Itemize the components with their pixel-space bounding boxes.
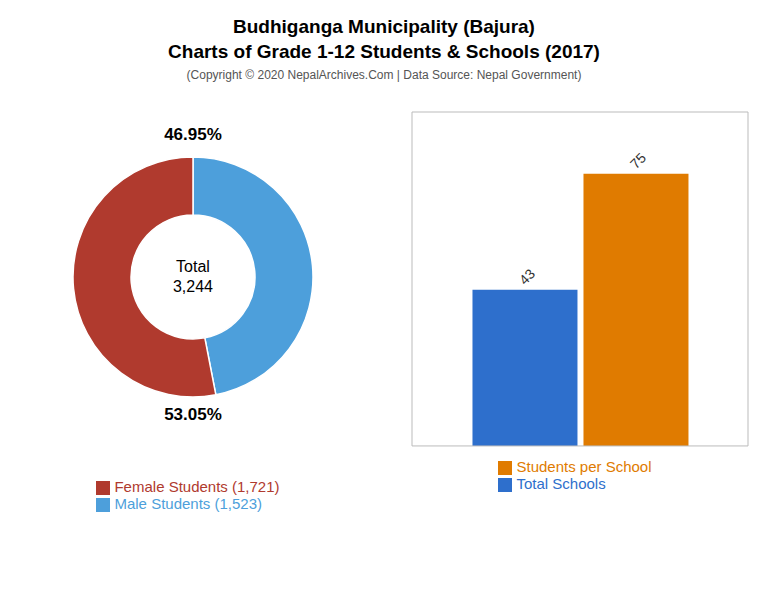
html-text:3,244: 3,244 [173, 278, 213, 295]
svg-text:75: 75 [627, 149, 649, 171]
html-text:Total Schools: Total Schools [516, 475, 606, 492]
html-text:Students per School: Students per School [516, 457, 652, 475]
html-text:46.95%: 46.95% [164, 125, 222, 144]
svg-text:43: 43 [516, 266, 538, 288]
html-text:Total: Total [176, 258, 210, 275]
html-text:Male Students (1,523): Male Students (1,523) [114, 495, 262, 512]
html-text:Charts of Grade 1-12 Students: Charts of Grade 1-12 Students & Schools … [168, 41, 600, 62]
html-text:Female Students (1,721): Female Students (1,721) [114, 477, 280, 495]
html-text:53.05%: 53.05% [164, 405, 222, 424]
html-text:Budhiganga Municipality (Bajur: Budhiganga Municipality (Bajura) [233, 16, 535, 37]
html-text:(Copyright © 2020 NepalArchive: (Copyright © 2020 NepalArchives.Com | Da… [186, 68, 582, 82]
